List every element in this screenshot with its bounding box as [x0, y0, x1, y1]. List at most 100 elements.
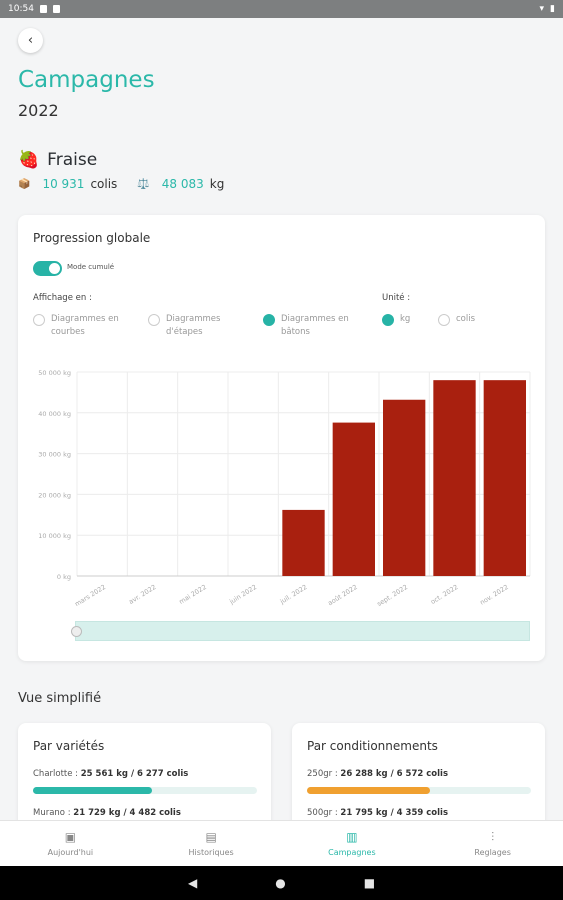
y-tick-label: 10 000 kg [38, 532, 71, 540]
y-tick-label: 50 000 kg [38, 369, 71, 377]
product-stats: 📦 10 931 colis ⚖️ 48 083 kg [18, 177, 238, 191]
variete-bar-fill [33, 787, 152, 794]
chart-bar [282, 509, 325, 576]
kg-unit: kg [209, 177, 225, 191]
x-tick-label: mars 2022 [73, 583, 107, 608]
display-label: Affichage en : [33, 293, 92, 303]
x-tick-label: mai 2022 [178, 583, 208, 606]
calendar-today-icon: ▣ [64, 829, 77, 844]
conditionnements-title: Par conditionnements [307, 739, 438, 753]
variete-name: Charlotte [33, 769, 73, 779]
sliders-icon: ⫶ [491, 829, 495, 844]
sim-icon [52, 5, 60, 13]
x-tick-label: août 2022 [326, 583, 358, 607]
progression-title: Progression globale [33, 231, 151, 245]
conditionnement-value: 21 795 kg / 4 359 colis [340, 808, 448, 818]
chevron-left-icon: ‹ [27, 33, 34, 48]
chart-bar [483, 380, 526, 576]
variete-value: 21 729 kg / 4 482 colis [73, 808, 181, 818]
chart-bar [433, 380, 476, 576]
unit-label: Unité : [382, 293, 411, 303]
x-tick-label: oct. 2022 [429, 583, 459, 606]
scroll-handle[interactable] [71, 626, 82, 637]
x-tick-label: avr. 2022 [127, 583, 157, 606]
conditionnement-value: 26 288 kg / 6 572 colis [340, 769, 448, 779]
box-icon: 📦 [18, 178, 31, 190]
chart-bar [332, 422, 375, 576]
product-name: Fraise [47, 150, 98, 170]
tab-label: Campagnes [328, 847, 376, 857]
separator: : [332, 808, 341, 818]
y-tick-label: 40 000 kg [38, 410, 71, 418]
tab-campagnes[interactable]: ▥ Campagnes [282, 821, 423, 866]
option-courbes-label: Diagrammes en courbes [51, 314, 119, 337]
battery-icon: ▮ [550, 4, 555, 14]
wifi-icon: ▾ [539, 4, 545, 14]
simplified-title: Vue simplifié [18, 691, 102, 706]
y-tick-label: 30 000 kg [38, 451, 71, 459]
conditionnement-name: 500gr [307, 808, 333, 818]
variete-row: Charlotte : 25 561 kg / 6 277 colis [33, 769, 188, 779]
variete-value: 25 561 kg / 6 277 colis [80, 769, 189, 779]
nav-home-icon[interactable]: ● [275, 876, 286, 890]
x-tick-label: juin 2022 [227, 583, 258, 606]
colis-unit: colis [90, 177, 118, 191]
nav-recents-icon[interactable]: ■ [363, 876, 376, 890]
page-title: Campagnes [18, 67, 155, 93]
system-nav-bar: ◀ ● ■ [0, 866, 563, 900]
radio-colis[interactable] [438, 314, 450, 326]
unit-kg-label: kg [400, 314, 411, 324]
x-tick-label: sept. 2022 [376, 583, 410, 608]
radio-kg[interactable] [382, 314, 394, 326]
unit-kg[interactable]: kg [382, 313, 410, 326]
campaign-year: 2022 [18, 101, 59, 120]
separator: : [65, 808, 74, 818]
progression-chart: 0 kg 10 000 kg 20 000 kg 30 000 kg 40 000 kg… [38, 369, 531, 608]
radio-courbes[interactable] [33, 314, 45, 326]
toggle-label: Mode cumulé [67, 263, 115, 271]
option-etapes[interactable]: Diagrammes d'étapes [148, 313, 243, 339]
bar-chart-icon: ▥ [346, 829, 358, 844]
x-tick-label: nov. 2022 [478, 583, 509, 607]
tab-aujourdhui[interactable]: ▣ Aujourd'hui [0, 821, 141, 866]
colis-count: 10 931 [42, 177, 85, 191]
nav-back-icon[interactable]: ◀ [187, 876, 198, 890]
option-etapes-label: Diagrammes d'étapes [166, 314, 221, 337]
tab-label: Historiques [188, 847, 234, 857]
conditionnement-name: 250gr [307, 769, 333, 779]
variete-name: Murano [33, 808, 66, 818]
separator: : [72, 769, 81, 779]
back-button[interactable]: ‹ [18, 28, 43, 53]
tab-label: Aujourd'hui [47, 847, 94, 857]
radio-batons[interactable] [263, 314, 275, 326]
chart-bar [383, 399, 426, 576]
cumulative-toggle[interactable] [33, 261, 62, 276]
y-tick-label: 0 kg [57, 573, 71, 581]
bottom-tab-bar: ▣ Aujourd'hui ▤ Historiques ▥ Campagnes … [0, 820, 563, 866]
option-courbes[interactable]: Diagrammes en courbes [33, 313, 133, 339]
unit-colis-label: colis [456, 314, 476, 324]
product-header: 🍓 Fraise [18, 150, 97, 170]
conditionnement-row: 500gr : 21 795 kg / 4 359 colis [307, 808, 448, 818]
tab-label: Reglages [474, 847, 511, 857]
y-tick-label: 20 000 kg [38, 491, 71, 499]
kg-count: 48 083 [161, 177, 204, 191]
status-bar: 10:54 ▾ ▮ [0, 0, 563, 18]
chart-range-scrollbar[interactable] [71, 621, 530, 641]
option-batons-label: Diagrammes en bâtons [281, 314, 349, 337]
conditionnement-bar-fill [307, 787, 431, 794]
unit-colis[interactable]: colis [438, 313, 475, 326]
progression-card: Progression globale Mode cumulé Affichag… [18, 215, 545, 661]
conditionnement-bar [307, 787, 531, 794]
varietes-title: Par variétés [33, 739, 105, 753]
status-time: 10:54 [8, 4, 34, 14]
separator: : [332, 769, 341, 779]
conditionnement-row: 250gr : 26 288 kg / 6 572 colis [307, 769, 448, 779]
scale-icon: ⚖️ [137, 178, 150, 190]
strawberry-icon: 🍓 [18, 150, 40, 170]
tab-reglages[interactable]: ⫶ Reglages [422, 821, 563, 866]
option-batons[interactable]: Diagrammes en bâtons [263, 313, 363, 339]
radio-etapes[interactable] [148, 314, 160, 326]
tab-historiques[interactable]: ▤ Historiques [141, 821, 282, 866]
x-tick-label: juil. 2022 [278, 583, 309, 606]
